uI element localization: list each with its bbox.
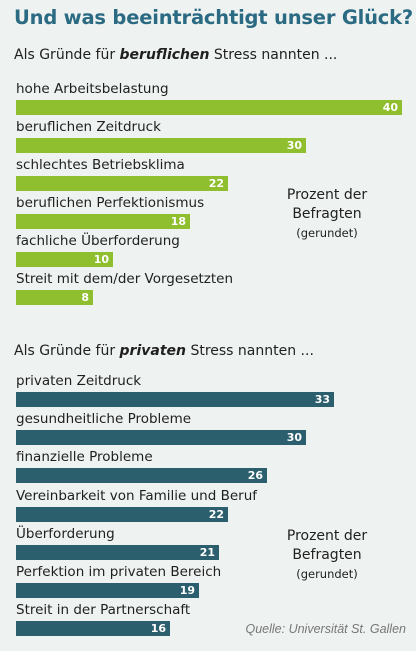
section-subtitle-private: Als Gründe für privaten Stress nannten .… bbox=[14, 343, 314, 359]
bar: 18 bbox=[16, 214, 190, 229]
bar-value-label: 10 bbox=[93, 253, 109, 266]
bar-value-label: 33 bbox=[314, 393, 330, 406]
bar-value-label: 26 bbox=[247, 469, 263, 483]
note-line: (gerundet) bbox=[296, 567, 358, 581]
category-label: gesundheitliche Probleme bbox=[16, 411, 192, 428]
bar-value-label: 8 bbox=[81, 291, 89, 304]
bar: 22 bbox=[16, 176, 228, 191]
category-label: Streit in der Partnerschaft bbox=[16, 602, 191, 619]
bar: 30 bbox=[16, 430, 306, 446]
section-subtitle-professional: Als Gründe für beruflichen Stress nannte… bbox=[14, 47, 337, 63]
bar: 26 bbox=[16, 468, 267, 484]
note-line: Prozent der bbox=[286, 187, 368, 203]
category-label: beruflichen Perfektionismus bbox=[16, 195, 205, 211]
unit-note-professional: Prozent der Befragten (gerundet) bbox=[262, 186, 392, 243]
bar: 40 bbox=[16, 100, 402, 115]
bar-value-label: 40 bbox=[382, 101, 398, 114]
category-label: Überforderung bbox=[16, 525, 115, 542]
bar: 19 bbox=[16, 583, 199, 598]
subtitle-suffix: Stress nannten ... bbox=[190, 343, 314, 359]
subtitle-prefix: Als Gründe für bbox=[14, 47, 116, 63]
note-line: Befragten bbox=[292, 206, 362, 222]
note-line: Prozent der bbox=[286, 528, 368, 544]
bar-value-label: 22 bbox=[208, 507, 224, 521]
unit-note-private: Prozent der Befragten (gerundet) bbox=[262, 527, 392, 584]
category-label: beruflichen Zeitdruck bbox=[16, 119, 161, 135]
bar: 33 bbox=[16, 392, 334, 407]
bar: 30 bbox=[16, 138, 306, 153]
category-label: hohe Arbeitsbelastung bbox=[16, 81, 169, 97]
bar-value-label: 18 bbox=[170, 215, 186, 228]
category-label: schlechtes Betriebsklima bbox=[16, 157, 185, 173]
note-line: Befragten bbox=[292, 547, 362, 563]
bar: 10 bbox=[16, 252, 113, 267]
category-label: privaten Zeitdruck bbox=[16, 373, 142, 389]
chart-title: Und was beeinträchtigt unser Glück? bbox=[14, 6, 414, 29]
bar-value-label: 16 bbox=[150, 622, 166, 636]
category-label: finanzielle Probleme bbox=[16, 449, 153, 466]
subtitle-emphasis: beruflichen bbox=[119, 47, 210, 63]
category-label: fachliche Überforderung bbox=[16, 233, 180, 249]
subtitle-suffix: Stress nannten ... bbox=[213, 47, 338, 63]
bar-value-label: 22 bbox=[208, 177, 224, 190]
subtitle-emphasis: privaten bbox=[119, 343, 186, 359]
bar: 21 bbox=[16, 544, 219, 560]
bar-value-label: 30 bbox=[286, 139, 302, 152]
category-label: Streit mit dem/der Vorgesetzten bbox=[16, 271, 234, 287]
bar: 8 bbox=[16, 290, 93, 305]
note-line: (gerundet) bbox=[296, 226, 358, 240]
bar: 16 bbox=[16, 621, 170, 637]
bar-value-label: 21 bbox=[199, 545, 215, 559]
bar: 22 bbox=[16, 506, 228, 522]
category-label: Perfektion im privaten Bereich bbox=[16, 564, 222, 580]
category-label: Vereinbarkeit von Familie und Beruf bbox=[16, 487, 258, 504]
subtitle-prefix: Als Gründe für bbox=[14, 343, 116, 359]
source-note: Quelle: Universität St. Gallen bbox=[245, 622, 407, 636]
bar-value-label: 19 bbox=[179, 584, 195, 597]
bar-value-label: 30 bbox=[286, 431, 302, 445]
